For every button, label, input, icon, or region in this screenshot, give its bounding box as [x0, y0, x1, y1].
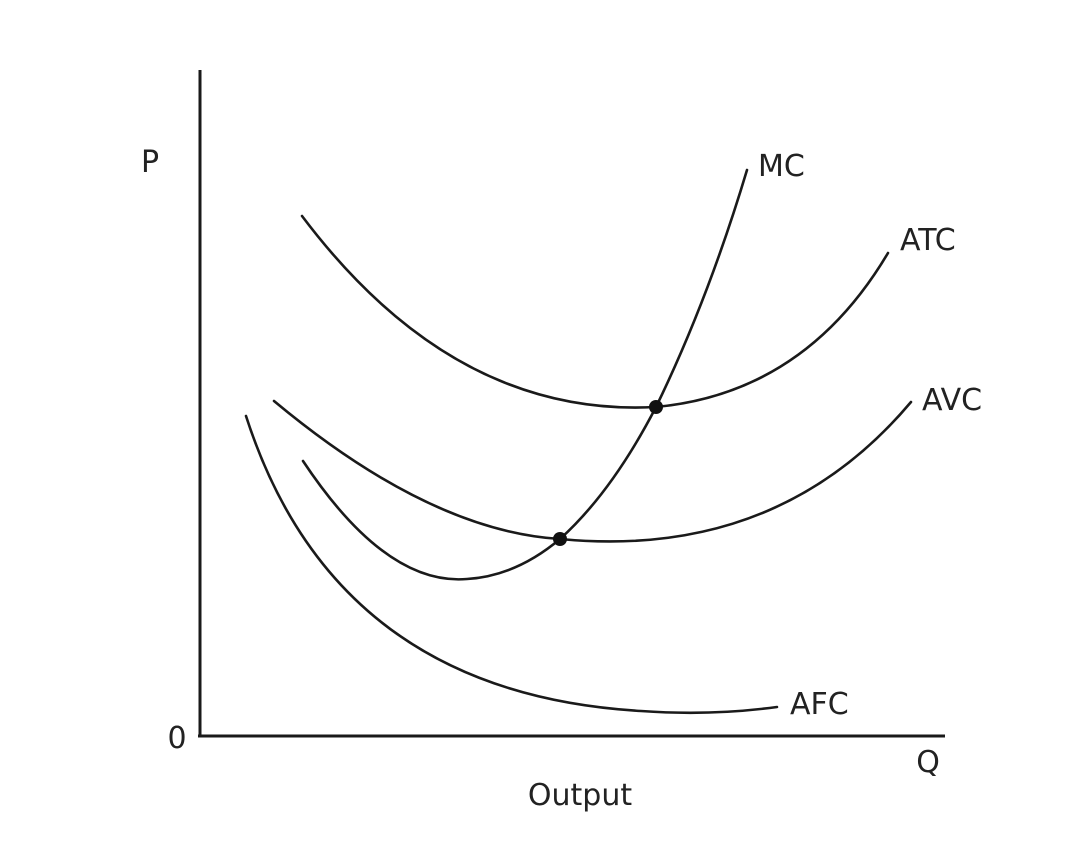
- x-axis-title: Output: [528, 778, 632, 813]
- mc-curve: [301, 168, 749, 581]
- afc-curve: [244, 414, 779, 715]
- y-axis-label: P: [141, 145, 159, 180]
- atc-curve: [300, 214, 890, 409]
- mc-avc-intersection-dot: [553, 532, 567, 546]
- avc-curve: [272, 399, 913, 543]
- afc-label: AFC: [790, 687, 849, 722]
- mc-label: MC: [758, 149, 805, 184]
- origin-label: 0: [167, 721, 186, 756]
- mc-atc-intersection-dot: [649, 400, 663, 414]
- x-axis-label: Q: [916, 745, 940, 780]
- atc-label: ATC: [900, 223, 956, 258]
- avc-label: AVC: [922, 383, 982, 418]
